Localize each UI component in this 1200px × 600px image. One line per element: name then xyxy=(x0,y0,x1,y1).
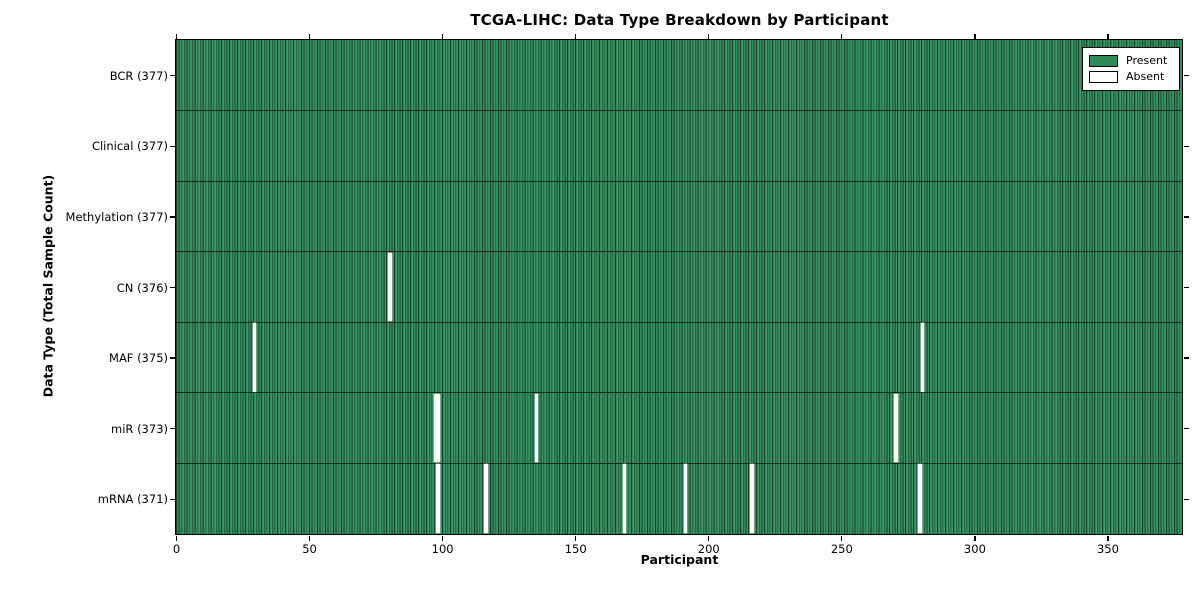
y-tick-right xyxy=(1184,75,1189,77)
row-separator xyxy=(176,251,1182,253)
legend-label-absent: Absent xyxy=(1126,70,1165,83)
x-tick-bottom xyxy=(442,536,444,541)
y-tick-right xyxy=(1184,428,1189,430)
x-tick-top xyxy=(442,34,444,39)
x-tick-label-350: 350 xyxy=(1096,541,1119,556)
x-tick-label-200: 200 xyxy=(697,541,720,556)
x-tick-label-0: 0 xyxy=(172,541,181,556)
y-tick-label-Methylation: Methylation (377) xyxy=(65,209,168,224)
y-tick-right xyxy=(1184,216,1189,218)
present-swatch-icon xyxy=(1089,55,1118,67)
x-tick-bottom xyxy=(1107,536,1109,541)
x-tick-top xyxy=(175,34,178,39)
x-tick-label-150: 150 xyxy=(564,541,587,556)
x-tick-bottom xyxy=(708,536,710,541)
absent-gap-mRNA-279 xyxy=(918,464,922,533)
y-tick-left xyxy=(170,75,175,77)
absent-gap-MAF-29 xyxy=(252,323,257,392)
y-tick-left xyxy=(170,357,175,359)
absent-gap-miR-97 xyxy=(433,393,438,463)
y-tick-left xyxy=(170,216,175,218)
y-tick-right xyxy=(1184,498,1189,500)
absent-gap-CN-80 xyxy=(388,252,392,322)
y-tick-label-MAF: MAF (375) xyxy=(109,351,168,366)
legend-label-present: Present xyxy=(1126,54,1168,67)
y-tick-label-BCR: BCR (377) xyxy=(109,68,168,83)
y-tick-label-miR: miR (373) xyxy=(111,421,168,436)
legend-item-present: Present xyxy=(1089,53,1173,69)
y-tick-label-CN: CN (376) xyxy=(116,280,168,295)
chart-title: TCGA-LIHC: Data Type Breakdown by Partic… xyxy=(470,11,889,29)
absent-gap-mRNA-116 xyxy=(484,464,488,533)
x-tick-label-50: 50 xyxy=(302,541,317,556)
x-tick-top xyxy=(308,34,311,39)
x-tick-bottom xyxy=(841,536,843,541)
x-tick-top xyxy=(1107,34,1109,39)
x-tick-label-250: 250 xyxy=(830,541,853,556)
row-separator xyxy=(176,462,1182,464)
row-separator xyxy=(176,180,1182,182)
x-axis-label: Participant xyxy=(640,552,719,567)
absent-gap-MAF-280 xyxy=(920,323,925,392)
x-tick-bottom xyxy=(308,536,311,541)
x-tick-bottom xyxy=(175,536,178,541)
absent-gap-miR-270 xyxy=(894,393,898,463)
row-separator xyxy=(176,321,1182,323)
x-tick-top xyxy=(575,34,577,39)
y-tick-right xyxy=(1184,357,1189,359)
y-tick-label-mRNA: mRNA (371) xyxy=(97,492,168,507)
absent-gap-mRNA-216 xyxy=(750,464,754,533)
legend: Present Absent xyxy=(1082,47,1180,91)
row-separator xyxy=(176,392,1182,394)
x-tick-top xyxy=(708,34,710,39)
x-tick-bottom xyxy=(575,536,577,541)
absent-gap-miR-135 xyxy=(534,393,539,463)
x-tick-top xyxy=(974,34,976,39)
y-tick-left xyxy=(170,428,175,430)
y-tick-label-Clinical: Clinical (377) xyxy=(91,139,168,154)
y-tick-left xyxy=(170,286,175,289)
absent-gap-mRNA-98 xyxy=(436,464,440,533)
x-tick-label-300: 300 xyxy=(963,541,986,556)
y-tick-left xyxy=(170,498,175,500)
y-tick-right xyxy=(1184,286,1189,289)
absent-gap-mRNA-168 xyxy=(622,464,627,533)
x-tick-label-100: 100 xyxy=(431,541,454,556)
legend-item-absent: Absent xyxy=(1089,69,1173,85)
absent-gap-miR-98 xyxy=(436,393,440,463)
x-tick-top xyxy=(841,34,843,39)
y-tick-right xyxy=(1184,145,1189,147)
x-tick-bottom xyxy=(974,536,976,541)
absent-gap-mRNA-191 xyxy=(683,464,688,533)
absent-swatch-icon xyxy=(1089,71,1118,83)
y-tick-left xyxy=(170,145,175,147)
row-separator xyxy=(176,110,1182,112)
plot-area: Present Absent xyxy=(175,39,1183,535)
